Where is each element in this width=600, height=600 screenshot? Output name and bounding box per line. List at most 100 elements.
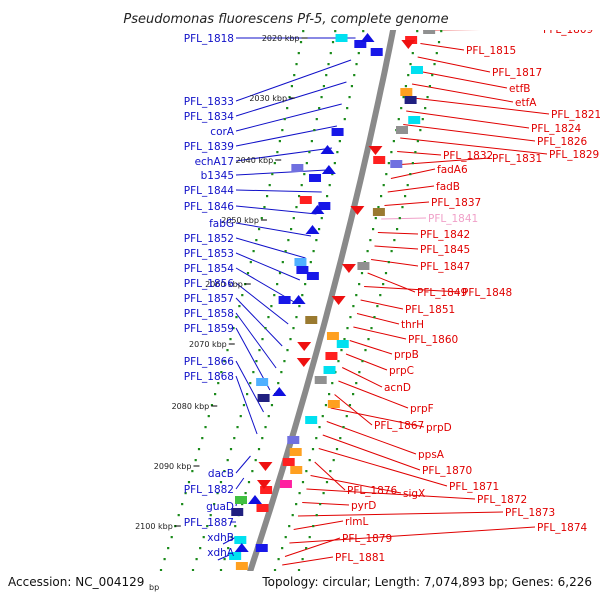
gene-arrow (305, 225, 320, 234)
right-gene-label: PFL_1847 (420, 261, 470, 273)
frame-dot (257, 448, 261, 451)
frame-dot (209, 514, 212, 517)
left-gene-label: PFL_1854 (184, 263, 235, 275)
frame-dot (305, 162, 308, 165)
frame-dot (350, 85, 354, 88)
right-gene-label: PFL_1845 (420, 244, 470, 256)
frame-dot (191, 470, 194, 473)
left-leader-line (235, 237, 306, 259)
left-leader-line (235, 205, 317, 215)
frame-dot (195, 558, 198, 561)
frame-dot (241, 503, 244, 506)
frame-dot (333, 162, 336, 165)
frame-dot (328, 184, 331, 187)
right-leader-line (406, 110, 530, 129)
gene-block (235, 496, 247, 504)
gene-block (294, 258, 307, 266)
right-leader-line (400, 137, 548, 155)
right-leader-line (390, 168, 436, 179)
gene-block (260, 486, 273, 494)
frame-dot (233, 437, 236, 440)
frame-dot (303, 173, 306, 176)
frame-dot (312, 525, 315, 528)
left-leader-line (235, 455, 251, 474)
gene-arrow (297, 342, 312, 351)
gene-block (306, 272, 319, 280)
right-leader-line (342, 367, 383, 388)
right-gene-label: prpC (389, 365, 414, 377)
right-gene-label: pyrD (351, 500, 376, 512)
right-leader-line (374, 245, 419, 250)
frame-dot (355, 294, 358, 297)
frame-dot (276, 283, 279, 286)
right-gene-label: acnD (384, 382, 411, 394)
frame-dot (377, 206, 380, 209)
frame-dot (232, 327, 235, 330)
gene-block (326, 332, 339, 340)
frame-dot (358, 283, 361, 286)
gene-block (255, 544, 268, 552)
right-gene-label: PFL_1841 (428, 213, 478, 225)
frame-dot (428, 85, 432, 88)
gene-arrow (341, 264, 356, 273)
frame-dot (267, 316, 270, 319)
right-leader-line (381, 217, 427, 220)
frame-dot (197, 448, 201, 451)
frame-dot (318, 107, 321, 110)
left-gene-label: PFL_1882 (184, 484, 234, 496)
frame-dot (261, 338, 264, 341)
frame-dot (199, 547, 202, 550)
frame-dot (229, 338, 232, 341)
frame-dot (370, 327, 373, 330)
frame-dot (402, 96, 405, 99)
frame-dot (235, 316, 238, 319)
frame-dot (379, 294, 382, 297)
left-gene-label: PFL_1839 (184, 141, 234, 153)
right-leader-line (394, 157, 491, 166)
gene-arrow (296, 358, 311, 367)
frame-dot (416, 30, 419, 33)
gene-block (291, 164, 304, 172)
gene-block (257, 394, 270, 402)
frame-dot (270, 305, 273, 308)
left-gene-label: PFL_1859 (184, 323, 234, 335)
frame-dot (406, 184, 409, 187)
frame-dot (289, 228, 293, 231)
gene-block (357, 262, 370, 270)
scale-tick-label: 2060 kbp (205, 280, 243, 289)
frame-dot (255, 239, 258, 242)
frame-dot (297, 195, 301, 198)
gene-arrow (248, 495, 262, 504)
gene-block (278, 296, 291, 304)
left-gene-label: PFL_1818 (184, 33, 234, 45)
left-leader-line (235, 81, 347, 117)
frame-dot (202, 536, 205, 539)
gene-arrow (256, 480, 271, 489)
right-gene-label: PFL_1881 (335, 552, 385, 564)
frame-dot (315, 118, 318, 121)
frame-dot (318, 426, 321, 429)
frame-dot (338, 140, 341, 143)
frame-dot (304, 283, 307, 286)
frame-dot (242, 404, 246, 407)
right-leader-line (330, 407, 425, 428)
frame-dot (324, 404, 328, 407)
right-gene-label: PFL_1876 (347, 485, 398, 497)
right-gene-label: rlmL (345, 516, 368, 528)
frame-dot (267, 415, 270, 418)
frame-dot (201, 437, 204, 440)
frame-dot (292, 327, 295, 330)
frame-dot (440, 30, 443, 33)
gene-block (256, 504, 269, 512)
frame-dot (352, 393, 355, 396)
frame-dot (220, 371, 223, 374)
frame-dot (187, 481, 191, 484)
frame-dot (204, 426, 207, 429)
frame-dot (343, 118, 346, 121)
frame-dot (409, 173, 412, 176)
frame-dot (292, 217, 295, 220)
frame-dot (317, 228, 321, 231)
left-leader-line (235, 252, 301, 281)
left-gene-label: PFL_1857 (184, 293, 234, 305)
left-gene-label: dacB (208, 468, 234, 480)
